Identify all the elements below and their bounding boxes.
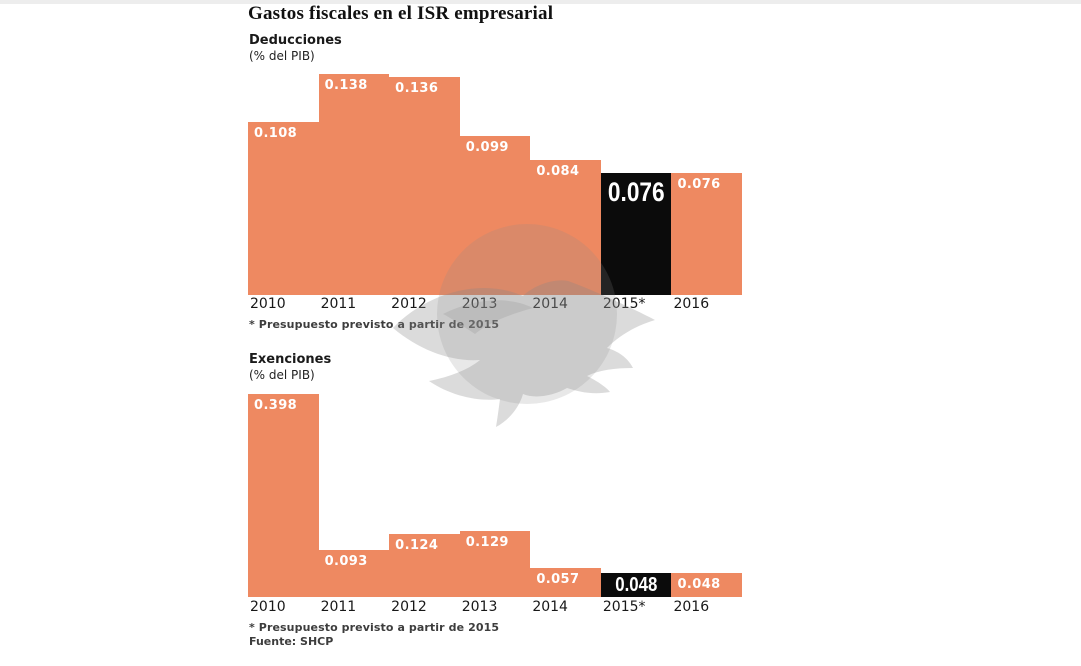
bar-value-label-2010: 0.108 [254,126,298,142]
bar-2011: 0.138 [318,74,390,295]
bar-2015: 0.076 [600,173,672,295]
x-tick-2010: 2010 [250,296,286,312]
chart-title-exenciones: Exenciones [249,352,332,367]
bar-value-label-2013: 0.099 [465,140,509,156]
bar-value-label-2014: 0.084 [536,164,580,180]
footnote-asterisk: * Presupuesto previsto a partir de 2015 [249,621,500,634]
x-tick-2011: 2011 [320,296,357,312]
x-tick-2014: 2014 [532,599,568,615]
bar-value-label-2011: 0.138 [324,78,368,93]
bar-value-label-2012: 0.124 [395,537,439,553]
chart-exenciones: Exenciones (% del PIB) 0.398 0.093 0.124 0.… [248,352,744,662]
bar-value-label-2012: 0.136 [395,81,439,97]
footnote-asterisk: * Presupuesto previsto a partir de 2015 [249,318,500,331]
x-tick-2013: 2013 [461,599,498,615]
plot-area-exenciones: 0.398 0.093 0.124 0.129 0.057 0.048 0.048 [248,394,743,597]
bar-value-label-2011: 0.093 [324,553,368,569]
bar-2012: 0.136 [389,77,460,295]
x-tick-2010: 2010 [250,599,286,615]
bar-2013: 0.099 [459,136,531,295]
bar-2010: 0.398 [248,394,319,597]
bar-value-label-2016: 0.076 [677,177,721,193]
bar-value-label-2016: 0.048 [677,576,721,592]
x-tick-2011: 2011 [320,599,357,615]
chart-column: Gastos fiscales en el ISR empresarial De… [248,0,744,666]
bar-2014: 0.057 [530,567,601,597]
bar-value-label-2013: 0.129 [465,535,509,551]
chart-title-deducciones: Deducciones [249,33,342,48]
bar-2010: 0.108 [248,122,319,295]
page-title: Gastos fiscales en el ISR empresarial [248,3,554,24]
bar-value-label-2015: 0.048 [615,573,658,596]
bar-2016: 0.076 [671,173,743,295]
bar-2012: 0.124 [389,533,460,597]
x-axis-deducciones: 2010 2011 2012 2013 2014 2015* 2016 [248,296,742,312]
chart-unit-label: (% del PIB) [249,368,315,382]
chart-deducciones: Deducciones (% del PIB) 0.108 0.138 0.136 0… [248,33,744,343]
bar-value-label-2014: 0.057 [536,571,580,587]
x-tick-2012: 2012 [391,296,427,312]
x-tick-2015: 2015* [602,599,646,615]
bar-value-label-2015: 0.076 [607,177,665,208]
x-tick-2016: 2016 [673,296,710,312]
x-tick-2016: 2016 [673,599,710,615]
bar-2016: 0.048 [671,572,743,597]
bar-2013: 0.129 [459,531,531,597]
top-border-strip [0,0,1081,4]
bar-2015: 0.048 [600,572,672,597]
x-axis-exenciones: 2010 2011 2012 2013 2014 2015* 2016 [248,599,742,615]
source-credit: Fuente: SHCP [249,635,334,648]
x-tick-2012: 2012 [391,599,427,615]
x-tick-2013: 2013 [461,296,498,312]
chart-unit-label: (% del PIB) [249,49,315,63]
plot-area-deducciones: 0.108 0.138 0.136 0.099 0.084 0.076 0.076 [248,74,743,295]
bar-value-label-2010: 0.398 [254,398,298,413]
bar-2014: 0.084 [530,160,601,295]
x-tick-2014: 2014 [532,296,568,312]
bar-2011: 0.093 [318,549,390,597]
x-tick-2015: 2015* [602,296,646,312]
